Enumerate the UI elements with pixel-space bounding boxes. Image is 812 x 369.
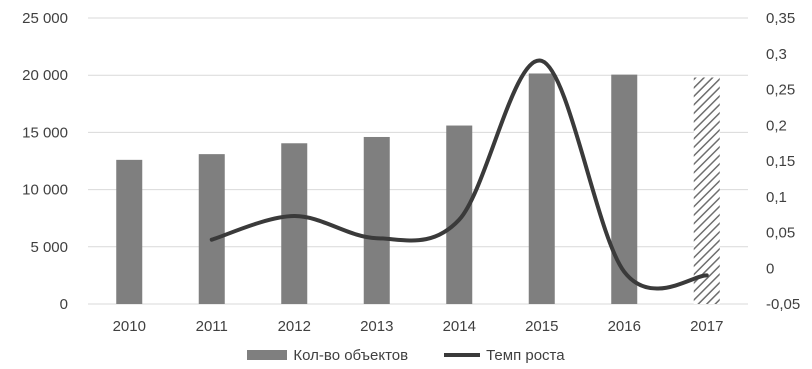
legend: Кол-во объектов Темп роста [0,344,812,366]
bar-2014 [446,125,473,304]
bar-2017 [693,77,720,304]
x-tick-label: 2011 [196,318,228,335]
line-series [209,58,709,291]
y-left-tick-label: 20 000 [22,67,68,84]
bar-2012 [281,143,308,304]
y-right-tick-label: 0,05 [766,225,795,242]
bar-2015 [528,73,555,304]
y-left-tick-label: 15 000 [22,124,68,141]
y-right-tick-label: 0,1 [766,189,787,206]
x-tick-label: 2010 [113,318,146,335]
y-right-tick-label: 0 [766,260,774,277]
legend-line-swatch [444,353,481,357]
legend-label-line: Темп роста [486,346,565,364]
y-right-tick-label: 0,15 [766,153,795,170]
x-tick-label: 2017 [690,318,723,335]
y-right-tick-label: 0,35 [766,10,795,27]
bar-2010 [116,159,143,304]
legend-item-line: Темп роста [444,347,565,364]
x-tick-label: 2014 [443,318,476,335]
bar-2013 [363,136,390,304]
x-tick-label: 2013 [360,318,393,335]
y-axis-right: -0,05 0 0,05 0,1 0,15 0,2 0,25 0,3 0,35 [766,10,800,313]
legend-item-bars: Кол-во объектов [247,347,408,364]
y-right-tick-label: -0,05 [766,296,800,313]
x-axis: 2010 2011 2012 2013 2014 2015 2016 2017 [113,318,724,335]
x-tick-label: 2012 [278,318,311,335]
y-left-tick-label: 10 000 [22,182,68,199]
y-axis-left: 0 5 000 10 000 15 000 20 000 25 000 [22,10,68,313]
x-tick-label: 2016 [608,318,641,335]
bar-series [116,73,720,305]
y-left-tick-label: 25 000 [22,10,68,27]
bar-2011 [198,154,225,304]
y-right-tick-label: 0,25 [766,82,795,99]
x-tick-label: 2015 [525,318,558,335]
y-left-tick-label: 5 000 [30,239,68,256]
chart: 0 5 000 10 000 15 000 20 000 25 000 -0,05 0 0,0… [22,10,800,335]
legend-label-bars: Кол-во объектов [293,346,409,364]
bar-2016 [611,74,638,305]
y-right-tick-label: 0,2 [766,117,787,134]
y-left-tick-label: 0 [60,296,68,313]
legend-bar-swatch [247,350,288,360]
growth-rate-line [209,58,709,291]
gridlines [88,17,748,305]
y-right-tick-label: 0,3 [766,46,787,63]
